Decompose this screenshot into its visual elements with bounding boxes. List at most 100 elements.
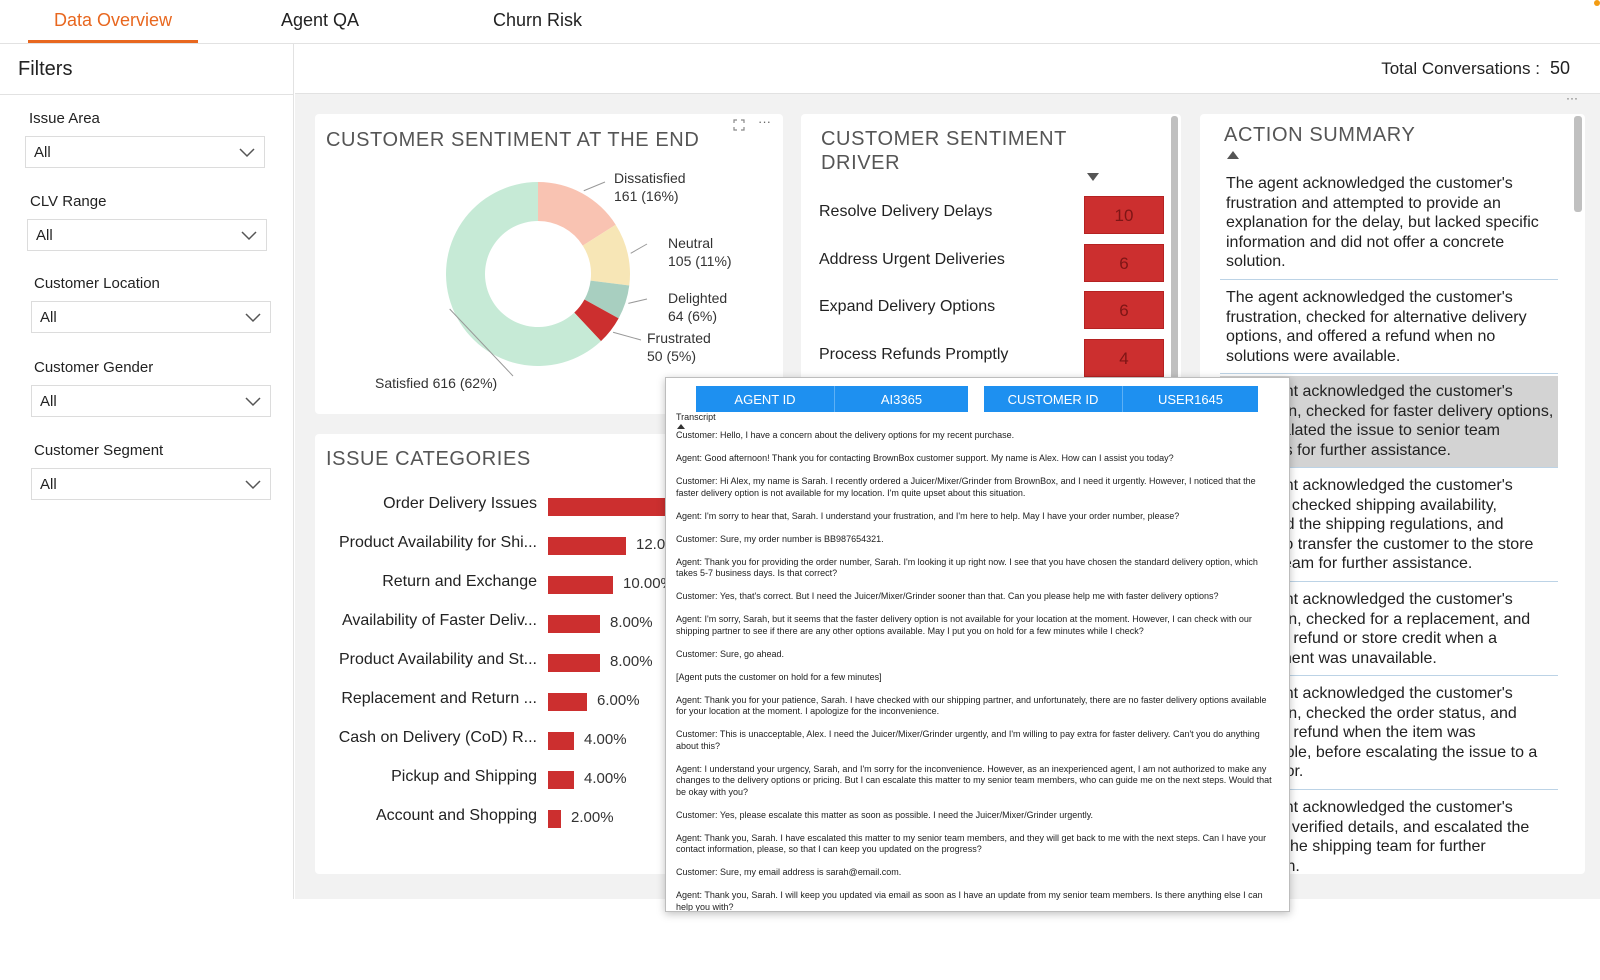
- summary-item[interactable]: The agent acknowledged the customer's fr…: [1220, 584, 1558, 676]
- issue-category-label: Product Availability for Shi...: [338, 534, 537, 551]
- issue-category-label: Cash on Delivery (CoD) R...: [338, 729, 537, 746]
- chevron-down-icon: [239, 148, 255, 158]
- issue-category-value: 8.00%: [610, 653, 653, 670]
- label-name: Neutral: [668, 235, 714, 251]
- notification-dot: [1594, 0, 1600, 6]
- total-conversations-label: Total Conversations :: [1381, 59, 1540, 78]
- sentiment-card: CUSTOMER SENTIMENT AT THE END ··· Dissat…: [315, 114, 783, 414]
- issue-category-label: Return and Exchange: [382, 573, 537, 590]
- more-options-icon[interactable]: ···: [758, 114, 771, 129]
- scrollbar[interactable]: [1171, 116, 1178, 388]
- tab-data-overview[interactable]: Data Overview: [54, 10, 173, 30]
- divider: [834, 386, 835, 412]
- chevron-down-icon: [245, 480, 261, 490]
- leader-line: [583, 181, 606, 192]
- agent-id-label: AGENT ID: [734, 392, 796, 407]
- donut-slice-satisfied[interactable]: [446, 182, 601, 366]
- issue-category-label: Availability of Faster Deliv...: [341, 612, 537, 629]
- donut-slice-frustrated[interactable]: [574, 299, 619, 342]
- driver-row-value[interactable]: 10: [1084, 196, 1164, 234]
- issue-category-bar[interactable]: [548, 654, 600, 672]
- summary-item[interactable]: The agent acknowledged the customer's co…: [1220, 470, 1558, 582]
- issue-area-value: All: [34, 144, 51, 161]
- sort-up-icon[interactable]: [1226, 150, 1240, 160]
- transcript-line: Customer: This is unacceptable, Alex. I …: [676, 729, 1260, 751]
- driver-row-label: Process Refunds Promptly: [819, 346, 1009, 363]
- expand-icon[interactable]: [732, 118, 746, 132]
- issue-category-bar[interactable]: [548, 693, 587, 711]
- driver-row-value[interactable]: 4: [1084, 339, 1164, 377]
- transcript-line: [Agent puts the customer on hold for a f…: [676, 671, 882, 682]
- sentiment-driver-card: CUSTOMER SENTIMENT DRIVER Resolve Delive…: [801, 114, 1181, 414]
- customer-gender-value: All: [40, 393, 57, 410]
- customer-segment-value: All: [40, 476, 57, 493]
- clv-range-select[interactable]: All: [27, 219, 267, 251]
- issue-area-select[interactable]: All: [25, 136, 265, 168]
- label-count: 50 (5%): [647, 348, 697, 364]
- issue-category-bar[interactable]: [548, 771, 574, 789]
- leader-line: [630, 243, 648, 254]
- issue-category-bar[interactable]: [548, 537, 626, 555]
- issue-category-bar[interactable]: [548, 810, 561, 828]
- chevron-down-icon: [241, 231, 257, 241]
- donut-slice-dissatisfied[interactable]: [538, 182, 616, 246]
- donut-slice-delighted[interactable]: [584, 280, 630, 319]
- label-count: 64 (6%): [668, 308, 718, 324]
- issue-category-bar[interactable]: [548, 576, 613, 594]
- more-options-icon[interactable]: ···: [1566, 91, 1578, 105]
- chevron-down-icon: [245, 313, 261, 323]
- issue-category-bar[interactable]: [548, 732, 574, 750]
- driver-row-value[interactable]: 6: [1084, 244, 1164, 282]
- scrollbar[interactable]: [1574, 116, 1582, 212]
- leader-line: [612, 331, 642, 341]
- issue-category-value: 4.00%: [584, 731, 627, 748]
- driver-title-line1: CUSTOMER SENTIMENT: [821, 128, 1067, 150]
- transcript-line: Agent: Thank you, Sarah. I have escalate…: [676, 832, 1267, 855]
- transcript-body: Customer: Hello, I have a concern about …: [676, 430, 1276, 912]
- issue-category-bar[interactable]: [548, 615, 600, 633]
- label-count: 105 (11%): [668, 253, 732, 269]
- driver-row-label: Resolve Delivery Delays: [819, 203, 993, 220]
- tab-agent-qa[interactable]: Agent QA: [281, 10, 360, 30]
- issue-category-label: Product Availability and St...: [338, 651, 537, 668]
- sort-up-icon[interactable]: [677, 424, 685, 429]
- transcript-line: Customer: Sure, my order number is BB987…: [676, 533, 884, 544]
- label-name: Dissatisfied: [614, 170, 686, 186]
- issue-categories-title: ISSUE CATEGORIES: [326, 448, 531, 470]
- leader-line: [628, 298, 648, 304]
- clv-range-label: CLV Range: [30, 193, 107, 210]
- transcript-line: Customer: Hello, I have a concern about …: [676, 430, 1015, 440]
- transcript-line: Agent: I'm sorry to hear that, Sarah. I …: [676, 510, 1180, 521]
- donut-slice-neutral[interactable]: [582, 224, 630, 286]
- customer-id-value: USER1645: [1157, 392, 1224, 407]
- customer-gender-select[interactable]: All: [31, 385, 271, 417]
- chevron-down-icon: [245, 397, 261, 407]
- issue-category-value: 10.00%: [623, 575, 674, 592]
- transcript-line: Agent: Thank you, Sarah. I will keep you…: [676, 890, 1263, 912]
- filters-title: Filters: [18, 58, 73, 80]
- issue-category-value: 6.00%: [597, 692, 640, 709]
- summary-item[interactable]: The agent acknowledged the customer's fr…: [1220, 168, 1558, 280]
- driver-row-value[interactable]: 6: [1084, 291, 1164, 329]
- donut-label-delighted: Delighted 64 (6%): [668, 289, 727, 325]
- customer-location-select[interactable]: All: [31, 301, 271, 333]
- transcript-line: Agent: I understand your urgency, Sarah,…: [676, 763, 1272, 797]
- driver-title-line2: DRIVER: [821, 152, 901, 174]
- header-strip: Total Conversations : 50: [295, 44, 1600, 94]
- divider: [1122, 386, 1123, 412]
- transcript-line: Customer: Yes, that's correct. But I nee…: [676, 591, 1219, 601]
- total-conversations: Total Conversations : 50: [1381, 58, 1570, 79]
- customer-gender-label: Customer Gender: [34, 359, 154, 376]
- sentiment-title: CUSTOMER SENTIMENT AT THE END: [326, 129, 700, 151]
- clv-range-value: All: [36, 227, 53, 244]
- label-name: Frustrated: [647, 330, 711, 346]
- summary-item[interactable]: The agent acknowledged the customer's fr…: [1220, 282, 1558, 374]
- sort-down-icon[interactable]: [1086, 172, 1100, 182]
- issue-category-value: 2.00%: [571, 809, 614, 826]
- divider: [0, 94, 294, 95]
- customer-segment-select[interactable]: All: [31, 468, 271, 500]
- tab-churn-risk[interactable]: Churn Risk: [493, 10, 583, 30]
- total-conversations-value: 50: [1549, 58, 1570, 78]
- transcript-line: Customer: Sure, go ahead.: [676, 648, 785, 659]
- transcript-line: Agent: I'm sorry, Sarah, but it seems th…: [676, 614, 1252, 636]
